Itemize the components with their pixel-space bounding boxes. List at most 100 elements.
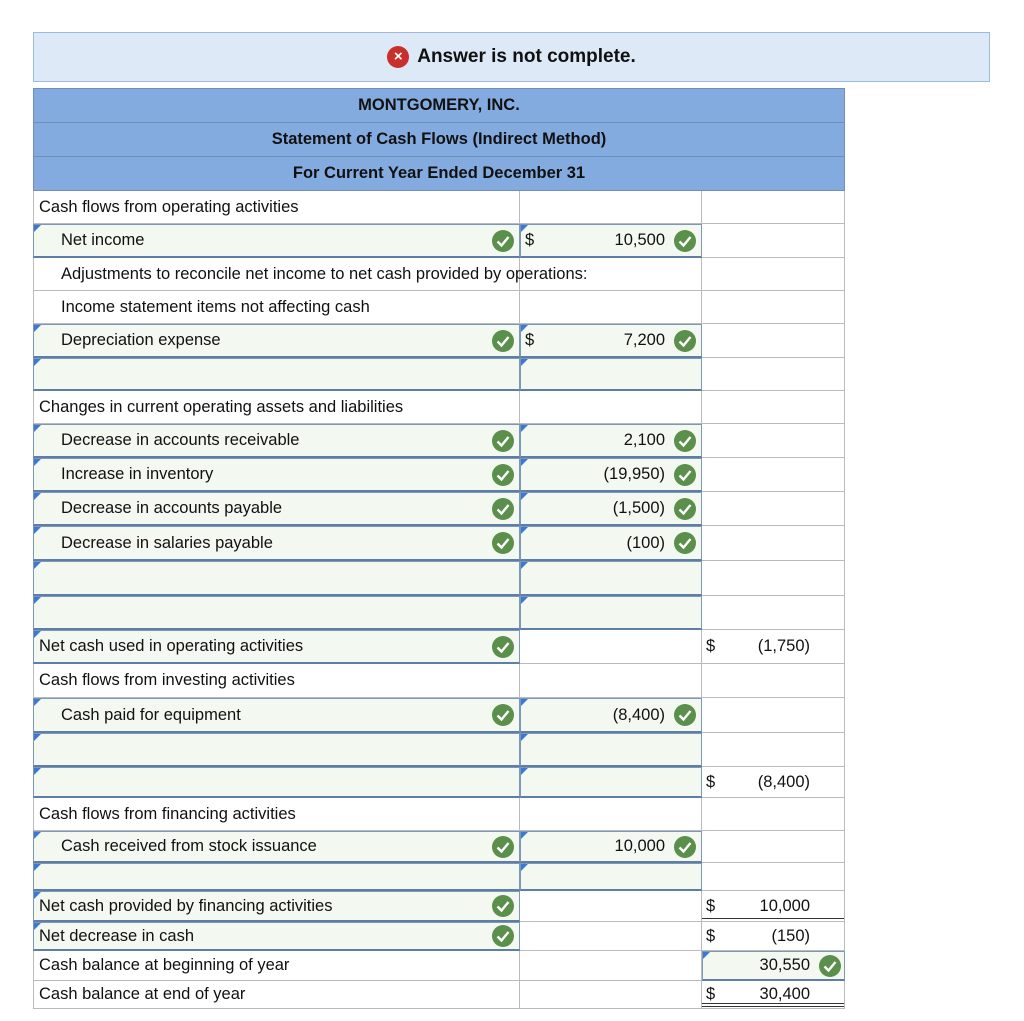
amount-cell: [520, 891, 702, 922]
label-cell: Cash balance at end of year: [33, 981, 520, 1009]
amount-input[interactable]: [520, 767, 702, 798]
total-input[interactable]: 30,550: [702, 951, 845, 981]
amount: 2,100: [623, 431, 665, 449]
row-label: Depreciation expense: [61, 331, 221, 349]
check-icon: [491, 894, 515, 918]
label-input[interactable]: Net cash provided by financing activitie…: [33, 891, 520, 922]
row-label: Changes in current operating assets and …: [39, 397, 404, 416]
check-icon: [491, 229, 515, 253]
amount-input[interactable]: (100): [520, 526, 702, 561]
check-graphic: [674, 229, 696, 252]
amount: 10,000: [614, 837, 665, 855]
amount-input[interactable]: [520, 596, 702, 630]
label-input[interactable]: Net decrease in cash: [33, 922, 520, 951]
check-graphic: [492, 835, 514, 858]
row-label: Net cash provided by financing activitie…: [39, 896, 333, 915]
statement-row: Net decrease in cash $ (150): [33, 922, 845, 951]
row-label: Increase in inventory: [61, 465, 214, 483]
currency-sign: $: [706, 985, 716, 1003]
amount-input[interactable]: [520, 733, 702, 767]
label-input[interactable]: Decrease in accounts payable: [33, 492, 520, 526]
label-input[interactable]: Net cash used in operating activities: [33, 630, 520, 664]
amount-input[interactable]: 10,000: [520, 831, 702, 863]
amount-input[interactable]: (8,400): [520, 698, 702, 733]
company-name: MONTGOMERY, INC.: [33, 88, 845, 122]
currency-sign: $: [706, 926, 716, 945]
label-input[interactable]: [33, 358, 520, 391]
label-input[interactable]: [33, 767, 520, 798]
amount-input[interactable]: (1,500): [520, 492, 702, 526]
total: 10,000: [759, 896, 810, 915]
currency-sign: $: [706, 772, 716, 791]
statement-row: Depreciation expense $7,200: [33, 324, 845, 358]
check-icon: [491, 429, 515, 453]
check-graphic: [492, 895, 514, 917]
total-cell: [702, 664, 845, 698]
label-input[interactable]: Cash paid for equipment: [33, 698, 520, 733]
check-graphic: [492, 635, 514, 658]
currency-sign: $: [525, 231, 535, 249]
total-cell: $ (150): [702, 922, 845, 951]
total: 30,400: [759, 985, 810, 1003]
amount-input[interactable]: $10,500: [520, 224, 702, 258]
statement-row: $ (8,400): [33, 767, 845, 798]
amount-input[interactable]: (19,950): [520, 458, 702, 492]
total: (1,750): [757, 637, 810, 655]
amount: 10,500: [614, 231, 665, 249]
amount-input[interactable]: [520, 863, 702, 891]
total-cell: $10,000: [702, 891, 845, 922]
statement-row: Increase in inventory (19,950): [33, 458, 845, 492]
amount-input[interactable]: [520, 358, 702, 391]
total-cell: [702, 831, 845, 863]
check-graphic: [492, 329, 514, 352]
total-cell: [702, 224, 845, 258]
row-label: Cash paid for equipment: [61, 705, 241, 724]
check-graphic: [492, 497, 514, 520]
label-input[interactable]: Increase in inventory: [33, 458, 520, 492]
total-cell: [702, 424, 845, 458]
label-input[interactable]: [33, 596, 520, 630]
label-cell: Income statement items not affecting cas…: [33, 291, 520, 324]
total-cell: [702, 391, 845, 424]
label-input[interactable]: [33, 733, 520, 767]
amount: 7,200: [623, 331, 665, 349]
check-graphic: [492, 925, 514, 947]
statement-row: Net cash provided by financing activitie…: [33, 891, 845, 922]
amount-input[interactable]: 2,100: [520, 424, 702, 458]
label-input[interactable]: [33, 863, 520, 891]
total-cell: [702, 258, 845, 291]
label-input[interactable]: Depreciation expense: [33, 324, 520, 358]
total-cell: $ (1,750): [702, 630, 845, 664]
row-label: Cash flows from financing activities: [39, 804, 296, 823]
check-icon: [491, 703, 515, 727]
row-label: Adjustments to reconcile net income to n…: [61, 264, 588, 283]
statement-row: [33, 863, 845, 891]
label-input[interactable]: Net income: [33, 224, 520, 258]
amount: (19,950): [603, 465, 665, 483]
amount-cell: [520, 951, 702, 981]
amount-cell: [520, 798, 702, 831]
check-graphic: [674, 429, 696, 452]
statement-row: Decrease in accounts receivable 2,100: [33, 424, 845, 458]
statement-row: [33, 733, 845, 767]
amount-cell: [520, 191, 702, 224]
row-label: Net cash used in operating activities: [39, 637, 304, 655]
label-input[interactable]: [33, 561, 520, 596]
amount-input[interactable]: [520, 561, 702, 596]
total-cell: [702, 492, 845, 526]
statement-title: Statement of Cash Flows (Indirect Method…: [33, 122, 845, 156]
label-input[interactable]: Decrease in accounts receivable: [33, 424, 520, 458]
label-cell: Cash flows from operating activities: [33, 191, 520, 224]
row-label: Cash received from stock issuance: [61, 837, 317, 855]
check-icon: [818, 954, 842, 978]
statement-row: Decrease in salaries payable (100): [33, 526, 845, 561]
statement-row: Decrease in accounts payable (1,500): [33, 492, 845, 526]
label-input[interactable]: Decrease in salaries payable: [33, 526, 520, 561]
check-icon: [491, 497, 515, 521]
row-label: Net decrease in cash: [39, 926, 195, 945]
amount-input[interactable]: $7,200: [520, 324, 702, 358]
label-input[interactable]: Cash received from stock issuance: [33, 831, 520, 863]
check-graphic: [492, 704, 514, 726]
statement-period: For Current Year Ended December 31: [33, 156, 845, 190]
